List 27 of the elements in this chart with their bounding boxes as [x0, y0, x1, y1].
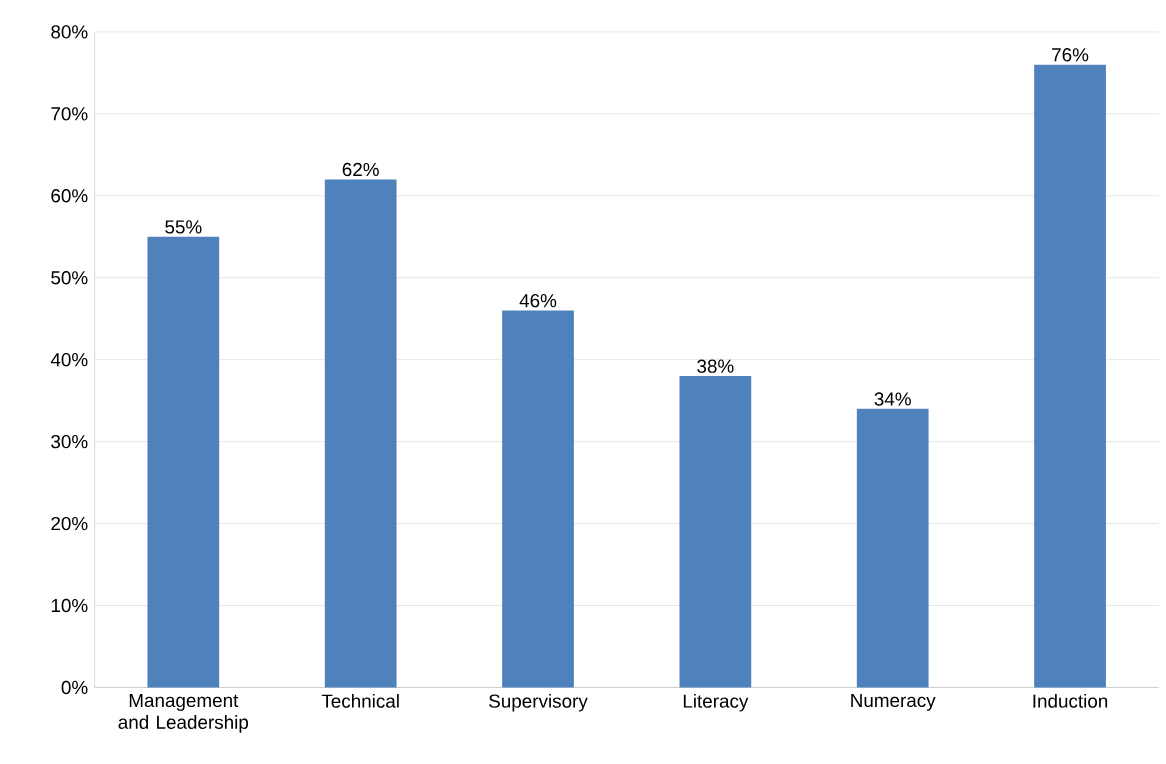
- data-label: 34%: [874, 392, 911, 406]
- y-tick-label: 30%: [51, 434, 88, 449]
- data-label: 46%: [519, 293, 557, 308]
- data-label: 55%: [165, 220, 202, 234]
- bar: [324, 179, 397, 688]
- data-label: 38%: [697, 359, 734, 373]
- x-tick-label: Literacy: [683, 693, 749, 712]
- y-tick-label: 40%: [50, 352, 88, 367]
- y-tick-label: 0%: [61, 680, 88, 695]
- y-tick-label: 70%: [51, 107, 88, 121]
- y-tick-label: 80%: [51, 25, 88, 39]
- y-tick-label: 20%: [51, 516, 88, 531]
- data-label: 76%: [1052, 48, 1089, 62]
- bar: [856, 408, 929, 688]
- y-tick-label: 60%: [51, 189, 88, 203]
- bar: [147, 236, 220, 688]
- y-tick-label: 10%: [51, 598, 88, 613]
- bar: [502, 310, 574, 688]
- y-tick-label: 50%: [51, 270, 88, 285]
- x-tick-label: Numeracy: [851, 693, 936, 711]
- bar: [679, 375, 752, 688]
- bar: [1034, 64, 1106, 688]
- x-tick-label: Induction: [1033, 693, 1108, 708]
- data-label: 62%: [342, 162, 379, 177]
- x-tick-label: Management and Leadership: [118, 693, 249, 733]
- x-tick-label: Supervisory: [489, 693, 588, 712]
- x-tick-label: Technical: [321, 693, 399, 708]
